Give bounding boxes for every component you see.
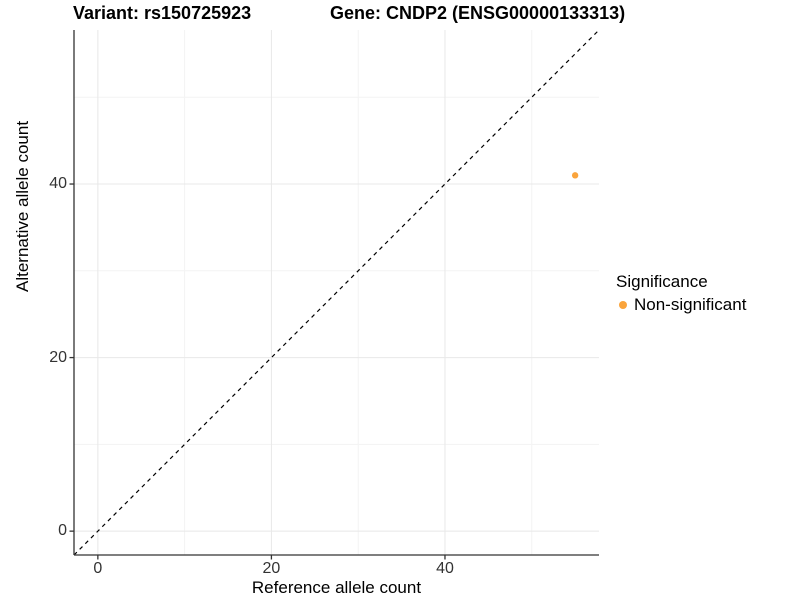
x-tick-label: 40 <box>436 560 454 577</box>
legend: Significance Non-significant <box>616 271 746 315</box>
y-tick-label: 20 <box>49 348 67 366</box>
x-tick-label: 20 <box>262 560 281 577</box>
data-point <box>571 172 579 179</box>
x-tick-label: 0 <box>93 560 103 577</box>
legend-item: Non-significant <box>616 295 746 315</box>
identity-line <box>73 29 600 556</box>
legend-point-icon <box>619 301 627 309</box>
y-tick-label: 40 <box>49 175 67 193</box>
legend-title: Significance <box>616 272 708 291</box>
plot-title-variant: Variant: rs150725923 <box>73 3 252 23</box>
legend-items: Non-significant <box>616 295 746 315</box>
plot-title-gene: Gene: CNDP2 (ENSG00000133313) <box>330 3 626 23</box>
x-axis-title: Reference allele count <box>251 578 422 597</box>
legend-item-label: Non-significant <box>634 295 747 314</box>
y-tick-label: 0 <box>58 522 67 540</box>
